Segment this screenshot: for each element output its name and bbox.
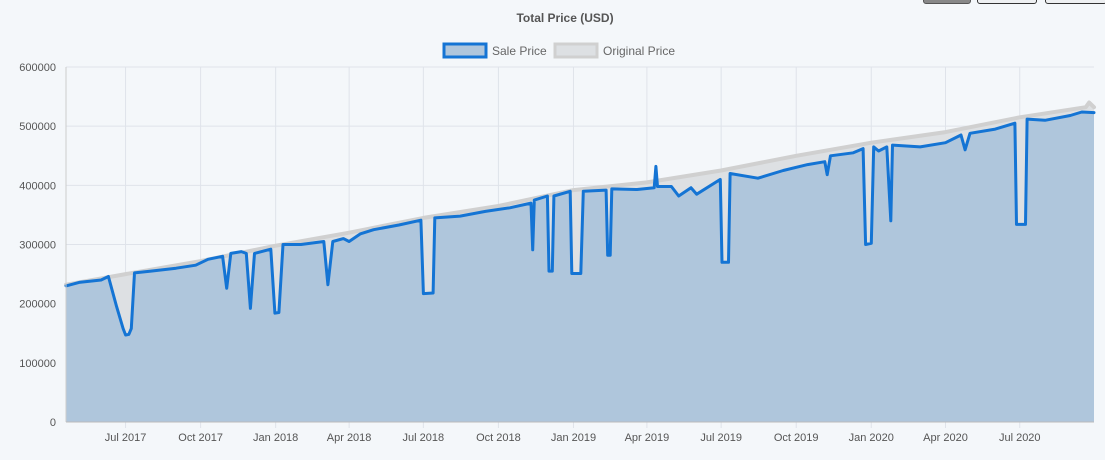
original-price-legend-label: Original Price — [603, 44, 675, 58]
chart-title: Total Price (USD) — [516, 11, 613, 25]
x-tick-label: Apr 2019 — [625, 432, 670, 444]
x-tick-label: Jan 2019 — [551, 432, 596, 444]
y-tick-label: 100000 — [19, 358, 56, 370]
sale-price-line — [64, 110, 1096, 337]
x-tick-label: Oct 2017 — [178, 432, 223, 444]
x-tick-label: Jan 2018 — [253, 432, 298, 444]
original-price-line — [64, 100, 1096, 287]
y-tick-label: 400000 — [19, 180, 56, 192]
x-tick-label: Jul 2020 — [999, 432, 1041, 444]
x-tick-label: Apr 2018 — [327, 432, 372, 444]
original-price-legend-swatch — [553, 42, 599, 59]
legend: Sale Price Original Price — [442, 42, 675, 59]
x-tick-label: Oct 2019 — [774, 432, 819, 444]
sale-price-legend-swatch — [442, 42, 488, 59]
x-tick-label: Jul 2018 — [403, 432, 445, 444]
x-tick-label: Jul 2017 — [105, 432, 147, 444]
axes: 0 100000 200000 300000 400000 500000 600000 Jul… — [19, 62, 1094, 444]
x-tick-label: Jul 2019 — [700, 432, 742, 444]
sale-price-area — [66, 112, 1094, 422]
toolbar-button-1[interactable] — [923, 0, 971, 4]
x-tick-label: Oct 2018 — [476, 432, 521, 444]
y-tick-label: 600000 — [19, 62, 56, 74]
y-tick-label: 0 — [50, 417, 56, 429]
series-layer — [64, 100, 1096, 422]
toolbar-button-3[interactable] — [1045, 0, 1105, 4]
y-tick-label: 200000 — [19, 299, 56, 311]
y-tick-label: 300000 — [19, 240, 56, 252]
sale-price-legend-label: Sale Price — [492, 44, 547, 58]
x-tick-label: Apr 2020 — [923, 432, 968, 444]
x-tick-label: Jan 2020 — [849, 432, 894, 444]
toolbar-button-2[interactable] — [977, 0, 1037, 4]
y-tick-label: 500000 — [19, 121, 56, 133]
